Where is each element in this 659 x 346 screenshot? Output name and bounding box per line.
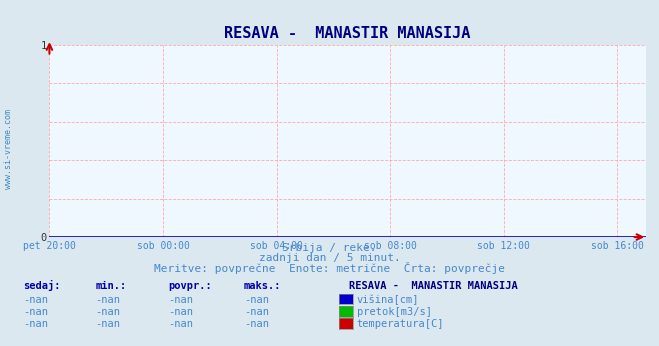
Text: povpr.:: povpr.: — [168, 281, 212, 291]
Text: -nan: -nan — [244, 307, 269, 317]
Text: -nan: -nan — [23, 295, 48, 305]
Text: www.si-vreme.com: www.si-vreme.com — [4, 109, 13, 189]
Text: Srbija / reke.: Srbija / reke. — [282, 243, 377, 253]
Text: sedaj:: sedaj: — [23, 280, 61, 291]
Text: temperatura[C]: temperatura[C] — [357, 319, 444, 329]
Text: -nan: -nan — [168, 307, 193, 317]
Text: -nan: -nan — [23, 307, 48, 317]
Text: min.:: min.: — [96, 281, 127, 291]
Text: -nan: -nan — [244, 295, 269, 305]
Text: pretok[m3/s]: pretok[m3/s] — [357, 307, 432, 317]
Text: -nan: -nan — [23, 319, 48, 329]
Text: -nan: -nan — [96, 295, 121, 305]
Text: maks.:: maks.: — [244, 281, 281, 291]
Text: -nan: -nan — [168, 295, 193, 305]
Text: Meritve: povprečne  Enote: metrične  Črta: povprečje: Meritve: povprečne Enote: metrične Črta:… — [154, 262, 505, 274]
Text: -nan: -nan — [244, 319, 269, 329]
Text: RESAVA -  MANASTIR MANASIJA: RESAVA - MANASTIR MANASIJA — [349, 281, 518, 291]
Text: -nan: -nan — [168, 319, 193, 329]
Text: -nan: -nan — [96, 319, 121, 329]
Text: višina[cm]: višina[cm] — [357, 294, 419, 305]
Text: -nan: -nan — [96, 307, 121, 317]
Text: zadnji dan / 5 minut.: zadnji dan / 5 minut. — [258, 253, 401, 263]
Title: RESAVA -  MANASTIR MANASIJA: RESAVA - MANASTIR MANASIJA — [225, 26, 471, 41]
